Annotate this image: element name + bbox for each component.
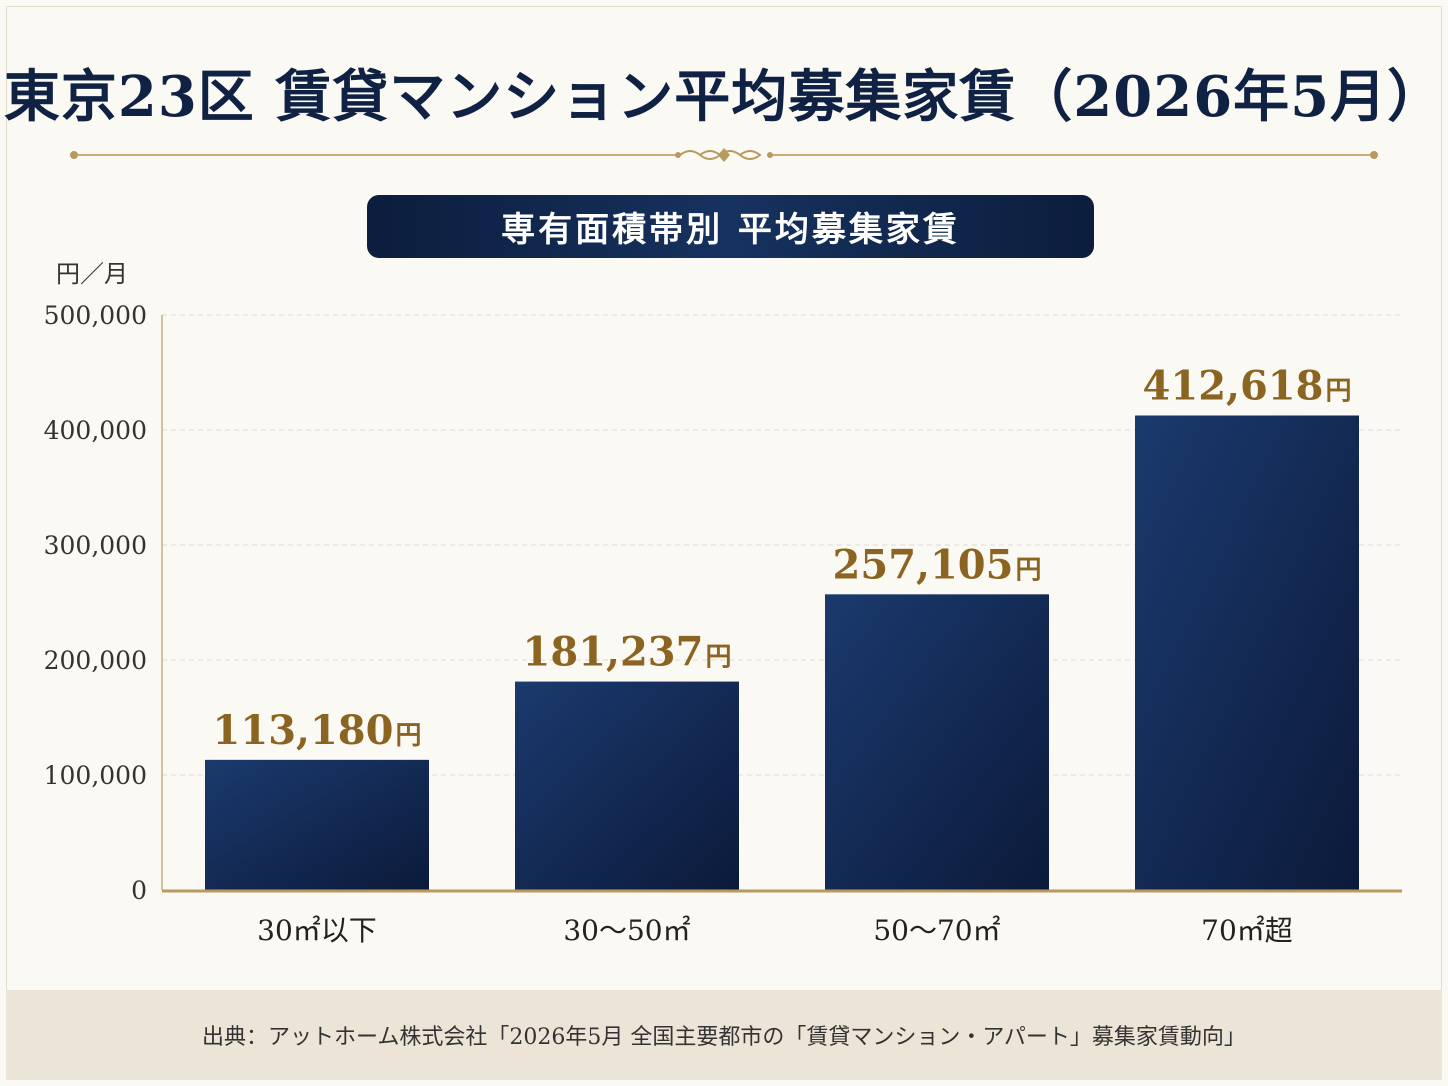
bar-value-label: 113,180円: [213, 707, 422, 754]
x-tick-label: 30㎡以下: [257, 914, 377, 947]
bar-value-label: 257,105円: [833, 541, 1042, 588]
bar-value-label: 181,237円: [523, 629, 732, 676]
y-tick-label: 400,000: [44, 416, 147, 445]
y-tick-label: 100,000: [44, 761, 147, 790]
x-tick-label: 30〜50㎡: [563, 914, 690, 947]
title-divider: [70, 148, 1378, 162]
source-note: 出典：アットホーム株式会社「2026年5月 全国主要都市の「賃貸マンション・アパ…: [202, 1025, 1246, 1050]
bar-4: [1135, 415, 1359, 890]
bar-value-label: 412,618円: [1143, 362, 1352, 409]
bar-3: [825, 594, 1049, 890]
bar-chart: 0 100,000 200,000 300,000 400,000 500,000 113,…: [44, 301, 1402, 947]
x-tick-label: 70㎡超: [1201, 914, 1293, 947]
chart-subtitle-banner: 専有面積帯別 平均募集家賃: [367, 195, 1094, 258]
bar-2: [515, 681, 739, 890]
y-tick-label: 500,000: [44, 301, 147, 330]
source-footer: 出典：アットホーム株式会社「2026年5月 全国主要都市の「賃貸マンション・アパ…: [6, 990, 1442, 1080]
y-tick-label: 0: [131, 876, 147, 905]
y-tick-label: 200,000: [44, 646, 147, 675]
bar-1: [205, 759, 429, 890]
y-axis-unit-label: 円／月: [56, 260, 128, 288]
x-tick-label: 50〜70㎡: [873, 914, 1000, 947]
y-tick-label: 300,000: [44, 531, 147, 560]
chart-subtitle: 専有面積帯別 平均募集家賃: [501, 210, 960, 250]
chart-title: 東京23区 賃貸マンション平均募集家賃（2026年5月）: [3, 64, 1445, 130]
